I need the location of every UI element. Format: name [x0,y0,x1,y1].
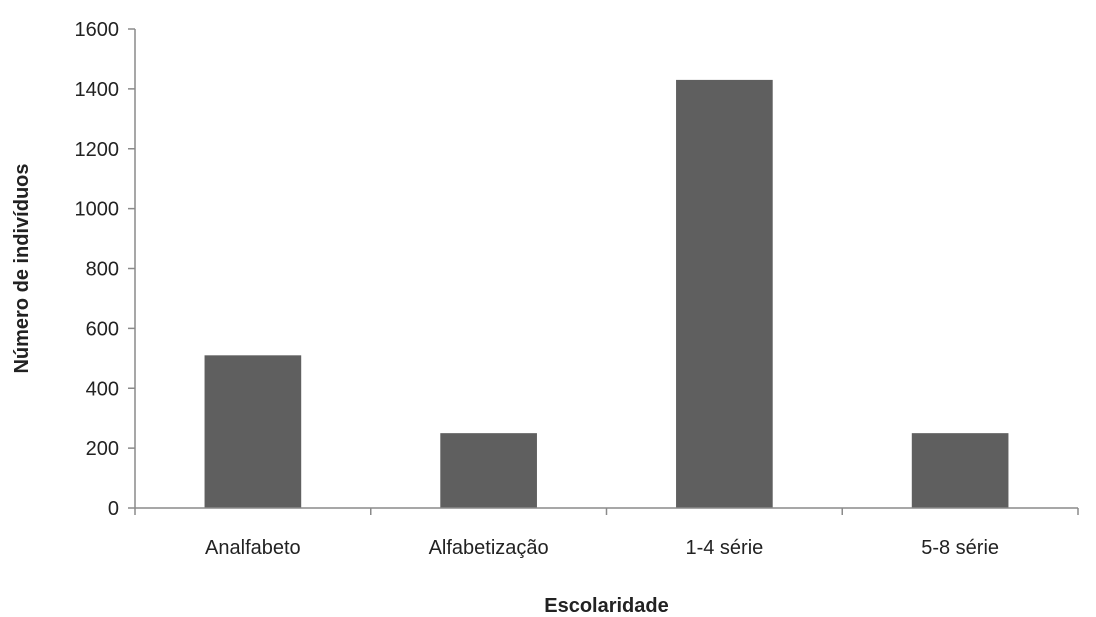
x-category-label: Alfabetização [429,537,549,559]
bar-analfabeto [204,355,302,508]
bar-alfabetiza-o [440,433,537,508]
x-axis-ticks: Analfabeto Alfabetização 1-4 série 5-8 séri… [134,508,1079,559]
y-tick-label: 0 [108,498,119,520]
x-category-label: 1-4 série [685,537,763,559]
y-axis-title: Número de indivíduos [11,163,33,373]
y-tick-label: 200 [86,438,119,460]
y-axis-ticks: 0 200 400 600 800 1000 1200 1400 1600 [75,19,135,520]
y-tick-label: 1400 [75,79,120,101]
x-category-label: 5-8 série [921,537,999,559]
bar-5-8-s-rie [911,433,1009,508]
bar-1-4-s-rie [676,79,773,509]
y-tick-label: 400 [86,378,119,400]
x-axis-title: Escolaridade [544,595,669,617]
y-tick-label: 1600 [75,19,120,41]
y-tick-label: 600 [86,318,119,340]
y-tick-label: 1200 [75,139,120,161]
y-tick-label: 800 [86,259,119,281]
bars [204,79,1009,509]
x-category-label: Analfabeto [205,537,301,559]
y-tick-label: 1000 [75,199,120,221]
